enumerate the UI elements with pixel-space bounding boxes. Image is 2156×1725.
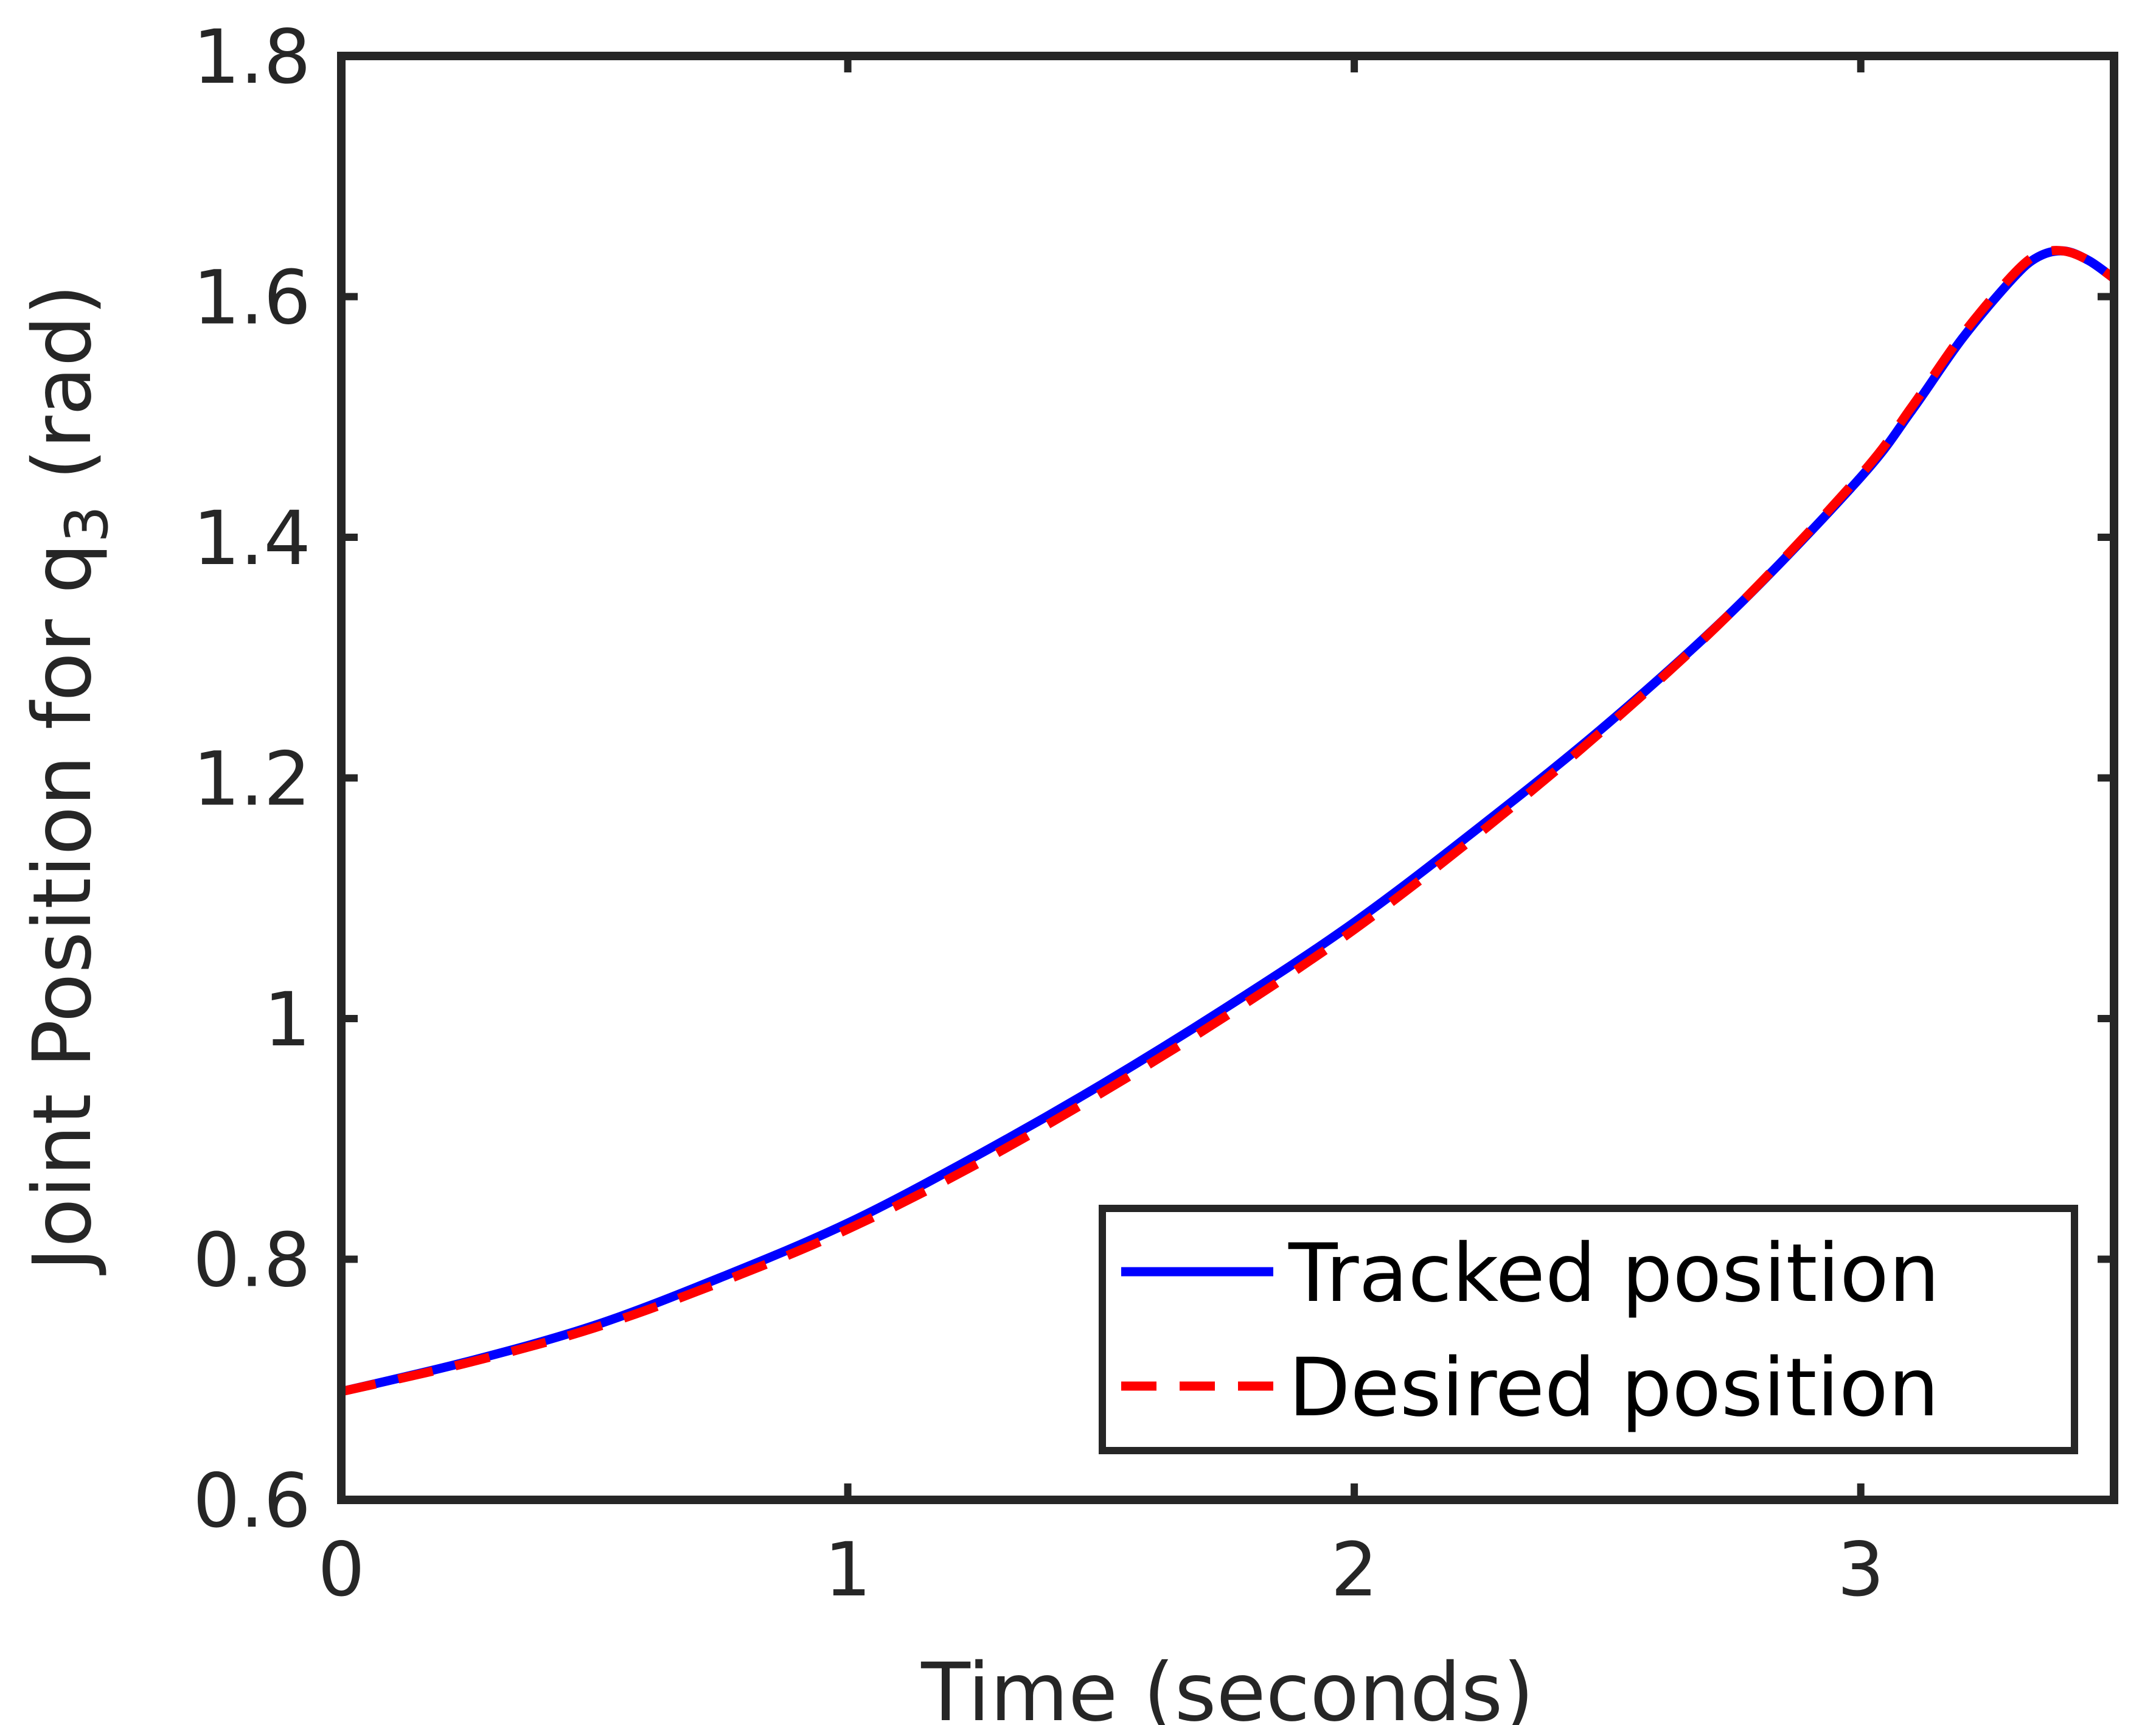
y-tick-label: 1.8: [193, 14, 311, 100]
y-tick-label: 1.6: [193, 255, 311, 341]
x-tick-labels: 0 1 2 3: [318, 1527, 1884, 1613]
legend-box: [1099, 1205, 2078, 1454]
y-axis-label: Joint Position for q3 (rad): [16, 284, 121, 1275]
y-tick-label: 0.6: [193, 1458, 311, 1544]
x-tick-label: 2: [1330, 1527, 1378, 1613]
series-line-desired: [340, 246, 2117, 1396]
x-tick-label: 1: [824, 1527, 872, 1613]
series-lines: [340, 246, 2117, 1396]
x-tick-label: 3: [1837, 1527, 1885, 1613]
y-axis-label-subscript: 3: [53, 506, 121, 543]
legend-label-tracked: Tracked position: [1288, 1227, 1940, 1320]
y-axis-label-main: Joint Position for q: [16, 543, 110, 1275]
y-tick-labels: 0.6 0.8 1 1.2 1.4 1.6 1.8: [193, 14, 311, 1544]
y-axis-label-unit: (rad): [16, 284, 110, 506]
y-tick-label: 1: [263, 977, 311, 1063]
x-tick-label: 0: [318, 1527, 365, 1613]
legend: Tracked position Desired position: [1099, 1205, 2078, 1454]
axes-frame: [337, 52, 2118, 1504]
y-tick-label: 1.2: [193, 736, 311, 823]
y-tick-label: 1.4: [193, 495, 311, 582]
x-axis-label: Time (seconds): [920, 1646, 1534, 1725]
y-tick-label: 0.8: [193, 1218, 311, 1304]
legend-label-desired: Desired position: [1288, 1341, 1939, 1435]
